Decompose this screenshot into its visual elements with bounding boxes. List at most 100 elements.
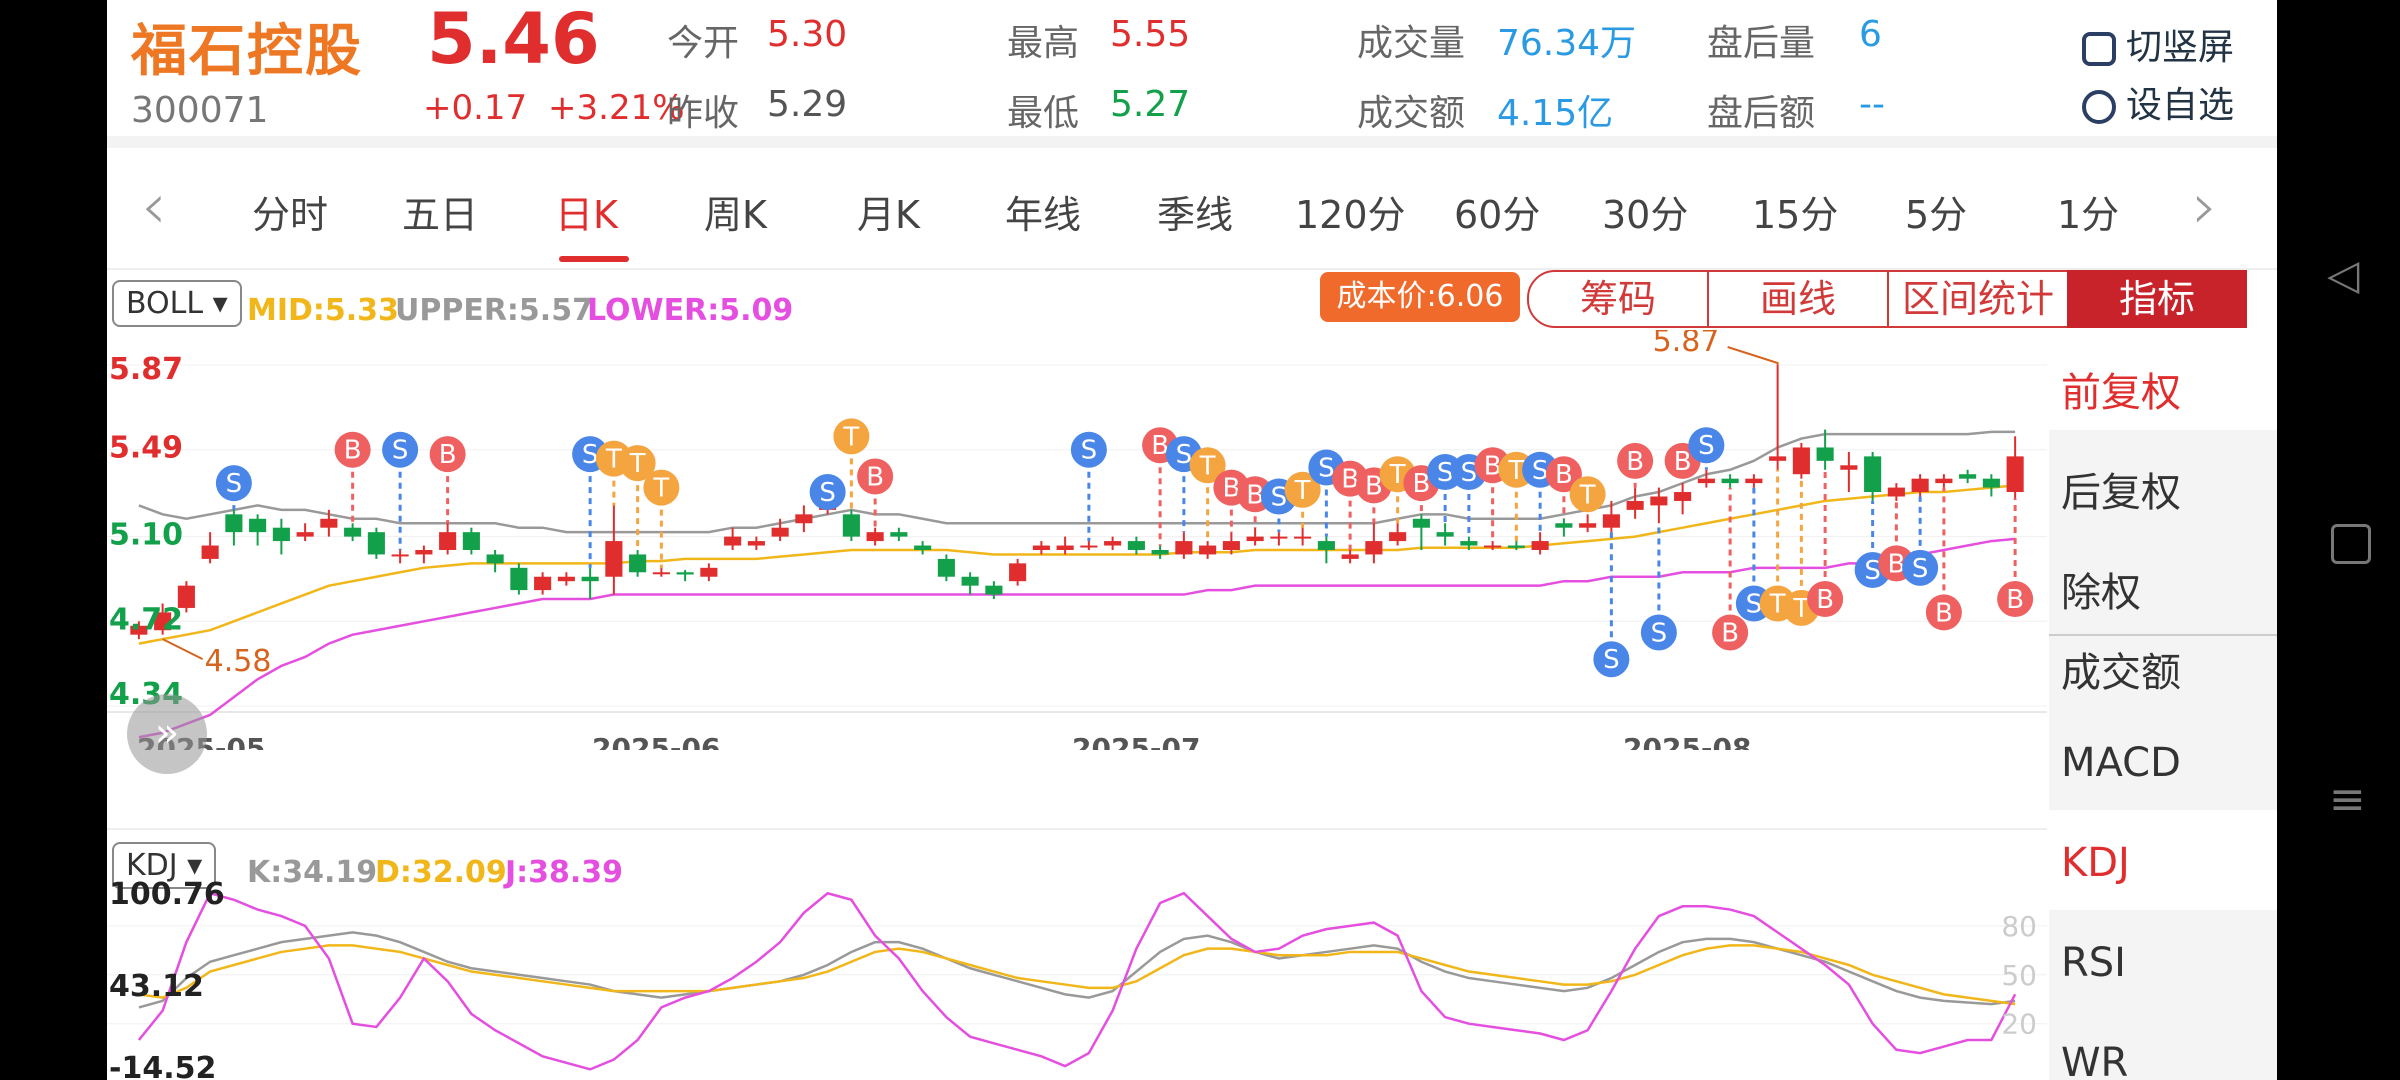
candle-body [652, 572, 670, 575]
sub-indicator-select[interactable]: KDJ ▾ [112, 842, 217, 889]
side-divider [2049, 634, 2277, 636]
tab-0[interactable]: 分时 [252, 193, 329, 237]
candle-body [1982, 478, 2000, 488]
signal-label: S [1461, 458, 1478, 488]
main-indicator-select[interactable]: BOLL ▾ [112, 280, 242, 327]
side-item-0[interactable]: 前复权 [2061, 370, 2181, 416]
signal-marker [833, 418, 870, 455]
menu-icon[interactable]: ≡ [2329, 774, 2366, 825]
tab-4[interactable]: 月K [857, 193, 920, 237]
signal-marker [382, 431, 419, 468]
signal-marker [429, 436, 466, 473]
signal-label: S [1603, 645, 1620, 675]
signal-label: T [1294, 476, 1311, 506]
candle-body [1864, 456, 1882, 493]
tab-9[interactable]: 30分 [1602, 193, 1689, 237]
signal-marker [1640, 614, 1677, 651]
tabs-next-arrow-icon[interactable]: › [2192, 170, 2218, 244]
chips-button[interactable]: 筹码 [1527, 270, 1709, 328]
y-tick-label: 5.87 [109, 352, 183, 387]
candle-body [1246, 536, 1264, 542]
draw-line-button[interactable]: 画线 [1707, 270, 1889, 328]
home-icon[interactable] [2331, 524, 2371, 564]
side-item-7[interactable]: WR [2061, 1040, 2129, 1080]
candle-body [1769, 456, 1787, 461]
candle-body [1602, 514, 1620, 528]
kdj-y-tick: 100.76 [109, 877, 225, 912]
candle-body [1840, 465, 1858, 470]
low-value: 5.27 [1110, 84, 1191, 125]
candle-body [510, 567, 528, 591]
tab-1[interactable]: 五日 [402, 193, 479, 237]
min-pointer [162, 638, 204, 661]
candle-body [1032, 545, 1050, 550]
kdj-chart[interactable]: 100.76 43.12 -14.52 80 50 20 [107, 830, 2047, 1080]
candle-body [1911, 478, 1929, 493]
tab-8[interactable]: 60分 [1454, 193, 1541, 237]
candle-body [2006, 456, 2024, 493]
candle-body [866, 532, 884, 542]
tab-10[interactable]: 15分 [1752, 193, 1839, 237]
tab-6[interactable]: 季线 [1157, 193, 1234, 237]
tab-5[interactable]: 年线 [1005, 193, 1082, 237]
candle-body [391, 554, 409, 557]
tab-3[interactable]: 周K [704, 193, 767, 237]
x-tick-label: 2025-07 [1072, 732, 1201, 750]
boll-mid-line [138, 484, 2016, 645]
tab-12[interactable]: 1分 [2057, 193, 2120, 237]
candle-body [1365, 541, 1383, 555]
side-item-5[interactable]: KDJ [2061, 840, 2130, 886]
signal-label: T [1769, 589, 1786, 619]
side-item-1[interactable]: 后复权 [2061, 470, 2181, 516]
candle-body [1080, 545, 1098, 548]
current-price: 5.46 [427, 0, 600, 80]
signal-label: B [1222, 474, 1240, 504]
signal-label: T [1792, 594, 1809, 624]
expand-icon[interactable]: » [127, 694, 207, 774]
candle-body [890, 532, 908, 537]
candle-body [1009, 563, 1027, 582]
amount-label: 成交额 [1357, 93, 1466, 134]
candle-body [1721, 478, 1739, 484]
candle-body [724, 536, 742, 546]
candle-body [1626, 500, 1644, 510]
signal-label: S [1318, 454, 1335, 484]
cost-price-badge[interactable]: 成本价:6.06 [1320, 272, 1520, 322]
signal-label: B [1365, 471, 1383, 501]
tab-2[interactable]: 日K [555, 193, 618, 237]
add-watchlist-button[interactable]: 设自选 [2082, 76, 2234, 128]
signal-label: B [1935, 598, 1953, 628]
rotate-icon [2082, 32, 2116, 66]
side-item-3[interactable]: 成交额 [2061, 650, 2181, 696]
candle-body [1294, 536, 1312, 539]
candle-body [842, 514, 860, 537]
tab-11[interactable]: 5分 [1905, 193, 1968, 237]
signal-label: S [1651, 618, 1668, 648]
side-item-4[interactable]: MACD [2061, 740, 2181, 786]
tab-7[interactable]: 120分 [1295, 193, 1406, 237]
min-annotation: 4.58 [205, 644, 272, 679]
range-stats-button[interactable]: 区间统计 [1887, 270, 2069, 328]
signal-label: T [1199, 451, 1216, 481]
signal-label: S [582, 440, 599, 470]
candle-body [581, 576, 599, 582]
candle-body [605, 541, 623, 577]
portrait-button[interactable]: 切竖屏 [2082, 18, 2234, 70]
tabs-prev-arrow-icon[interactable]: ‹ [141, 170, 167, 244]
candle-body [747, 541, 765, 546]
after-amount-label: 盘后额 [1707, 93, 1816, 134]
candle-body [1222, 541, 1240, 550]
watchlist-label: 设自选 [2126, 85, 2235, 126]
prev-close-label: 昨收 [667, 93, 740, 134]
indicators-button[interactable]: 指标 [2067, 270, 2247, 328]
side-item-2[interactable]: 除权 [2061, 570, 2141, 616]
open-label: 今开 [667, 23, 740, 64]
signal-marker [643, 469, 680, 506]
back-icon[interactable]: ◁ [2327, 250, 2360, 299]
side-bg-kdj [2049, 810, 2277, 910]
max-annotation: 5.87 [1653, 330, 1720, 359]
kdj-j: J:38.39 [505, 855, 624, 890]
signal-label: B [1887, 549, 1905, 579]
side-item-6[interactable]: RSI [2061, 940, 2126, 986]
